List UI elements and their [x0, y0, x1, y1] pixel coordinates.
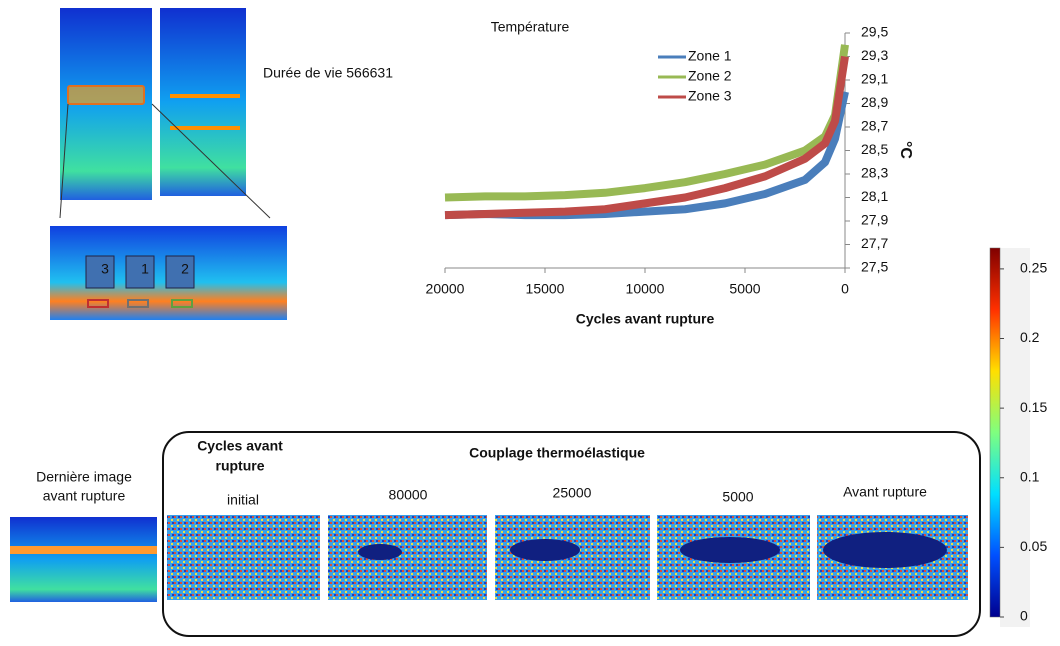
y-tick-label: 27,9 — [861, 212, 888, 228]
zone-label: 2 — [181, 261, 189, 277]
y-tick-label: 27,7 — [861, 235, 888, 251]
y-tick-label: 28,1 — [861, 188, 888, 204]
x-tick-label: 15000 — [526, 281, 565, 297]
series-line — [444, 55, 849, 220]
y-tick-label: 28,3 — [861, 165, 888, 181]
x-axis-label: Cycles avant rupture — [576, 311, 715, 327]
x-tick-label: 5000 — [729, 281, 760, 297]
panel-title: Couplage thermoélastique — [469, 445, 645, 461]
y-axis-label: °C — [897, 141, 914, 159]
panel-label: Avant rupture — [843, 484, 927, 500]
y-tick-label: 29,1 — [861, 71, 888, 87]
x-tick-label: 20000 — [426, 281, 465, 297]
colorbar-bg — [1000, 248, 1030, 627]
x-tick-label: 10000 — [626, 281, 665, 297]
colorbar-tick-label: 0.2 — [1020, 329, 1040, 345]
y-tick-label: 29,3 — [861, 47, 888, 63]
panel-label: initial — [227, 492, 259, 508]
panel-label: 80000 — [389, 487, 428, 503]
y-tick-label: 28,7 — [861, 118, 888, 134]
y-tick-label: 28,9 — [861, 94, 888, 110]
chart-title: Température — [491, 19, 570, 35]
colorbar-tick-label: 0.05 — [1020, 538, 1047, 554]
y-tick-label: 28,5 — [861, 141, 888, 157]
colorbar-tick-label: 0 — [1020, 608, 1028, 624]
thermal-images — [10, 8, 981, 637]
colorbar-tick-label: 0.1 — [1020, 468, 1040, 484]
zone-label: 1 — [141, 261, 149, 277]
colorbar — [989, 247, 1001, 618]
legend-label: Zone 3 — [688, 88, 732, 104]
panel-label: 5000 — [722, 489, 753, 505]
x-tick-label: 0 — [841, 281, 849, 297]
colorbar-tick-label: 0.25 — [1020, 260, 1047, 276]
cycles-label: rupture — [216, 458, 265, 474]
zone-label: 3 — [101, 261, 109, 277]
last-image-label: avant rupture — [43, 488, 126, 504]
last-image-label: Dernière image — [36, 469, 132, 485]
lifetime-label: Durée de vie 566631 — [263, 65, 393, 81]
legend-label: Zone 2 — [688, 68, 732, 84]
y-tick-label: 27,5 — [861, 259, 888, 275]
colorbar-tick-label: 0.15 — [1020, 399, 1047, 415]
panel-label: 25000 — [553, 485, 592, 501]
series-line — [444, 44, 849, 202]
cycles-label: Cycles avant — [197, 438, 283, 454]
legend-label: Zone 1 — [688, 48, 732, 64]
y-tick-label: 29,5 — [861, 24, 888, 40]
